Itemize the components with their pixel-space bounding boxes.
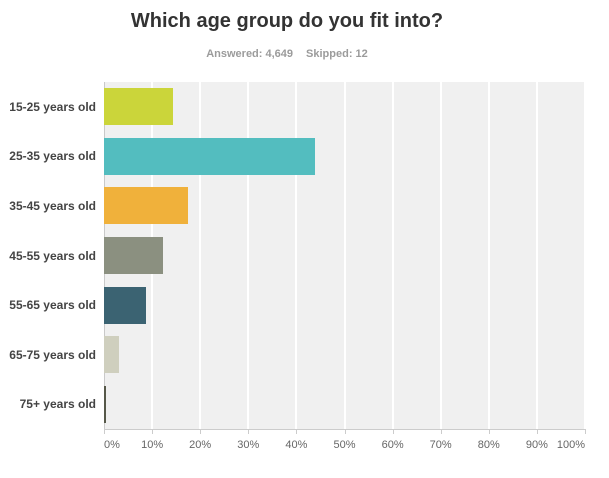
chart-row: 55-65 years old [0,280,609,330]
category-label: 45-55 years old [9,248,96,263]
chart-row: 45-55 years old [0,231,609,281]
x-axis-tick [392,430,394,434]
x-axis-tick-label: 0% [104,439,120,451]
x-axis-tick [440,430,442,434]
category-label: 15-25 years old [9,99,96,114]
gridline [295,82,298,429]
gridline [199,82,202,429]
chart-subtitle: Answered: 4,649 Skipped: 12 [0,48,574,60]
bar [104,336,120,374]
x-axis-line [104,429,586,430]
x-axis-tick-label: 40% [285,439,308,451]
bar-chart: 15-25 years old 25-35 years old 35-45 year… [0,82,609,452]
bar [104,385,106,423]
skipped-count-label: Skipped: 12 [306,48,368,60]
x-axis-tick-label: 50% [333,439,356,451]
chart-title: Which age group do you fit into? [130,10,444,32]
bar [104,286,147,324]
x-axis-tick-label: 80% [477,439,500,451]
x-axis-tick [296,430,298,434]
x-axis-tick [536,430,538,434]
category-label: 65-75 years old [9,347,96,362]
x-axis-tick [585,430,586,434]
x-axis-tick-label: 100% [556,439,585,451]
bar [104,88,174,126]
category-label: 55-65 years old [9,298,96,313]
category-label: 75+ years old [19,397,96,412]
chart-row: 75+ years old [0,379,609,429]
chart-row: 35-45 years old [0,181,609,231]
x-axis-tick [488,430,490,434]
bar-rows: 15-25 years old 25-35 years old 35-45 year… [0,82,609,429]
x-axis-tick-label: 20% [189,439,212,451]
gridline [247,82,250,429]
x-axis-tick [152,430,154,434]
x-axis-tick-label: 10% [141,439,164,451]
x-axis-tick-label: 30% [237,439,260,451]
chart-row: 65-75 years old [0,330,609,380]
category-label: 25-35 years old [9,149,96,164]
x-axis-tick [200,430,202,434]
category-label: 35-45 years old [9,198,96,213]
chart-row: 25-35 years old [0,132,609,182]
bar [104,137,315,175]
answered-count-label: Answered: 4,649 [206,48,294,60]
gridline [439,82,442,429]
x-axis-tick-label: 90% [525,439,548,451]
gridline [584,82,586,429]
bar [104,187,188,225]
chart-header: Which age group do you fit into? Answere… [0,10,574,60]
x-axis-tick [344,430,346,434]
x-axis-tick-label: 60% [381,439,404,451]
gridline [391,82,394,429]
gridline [343,82,346,429]
x-axis-tick [248,430,250,434]
gridline [487,82,490,429]
x-axis-tick [104,430,105,434]
bar [104,237,163,275]
chart-row: 15-25 years old [0,82,609,132]
gridline [535,82,538,429]
x-axis-tick-label: 70% [429,439,452,451]
